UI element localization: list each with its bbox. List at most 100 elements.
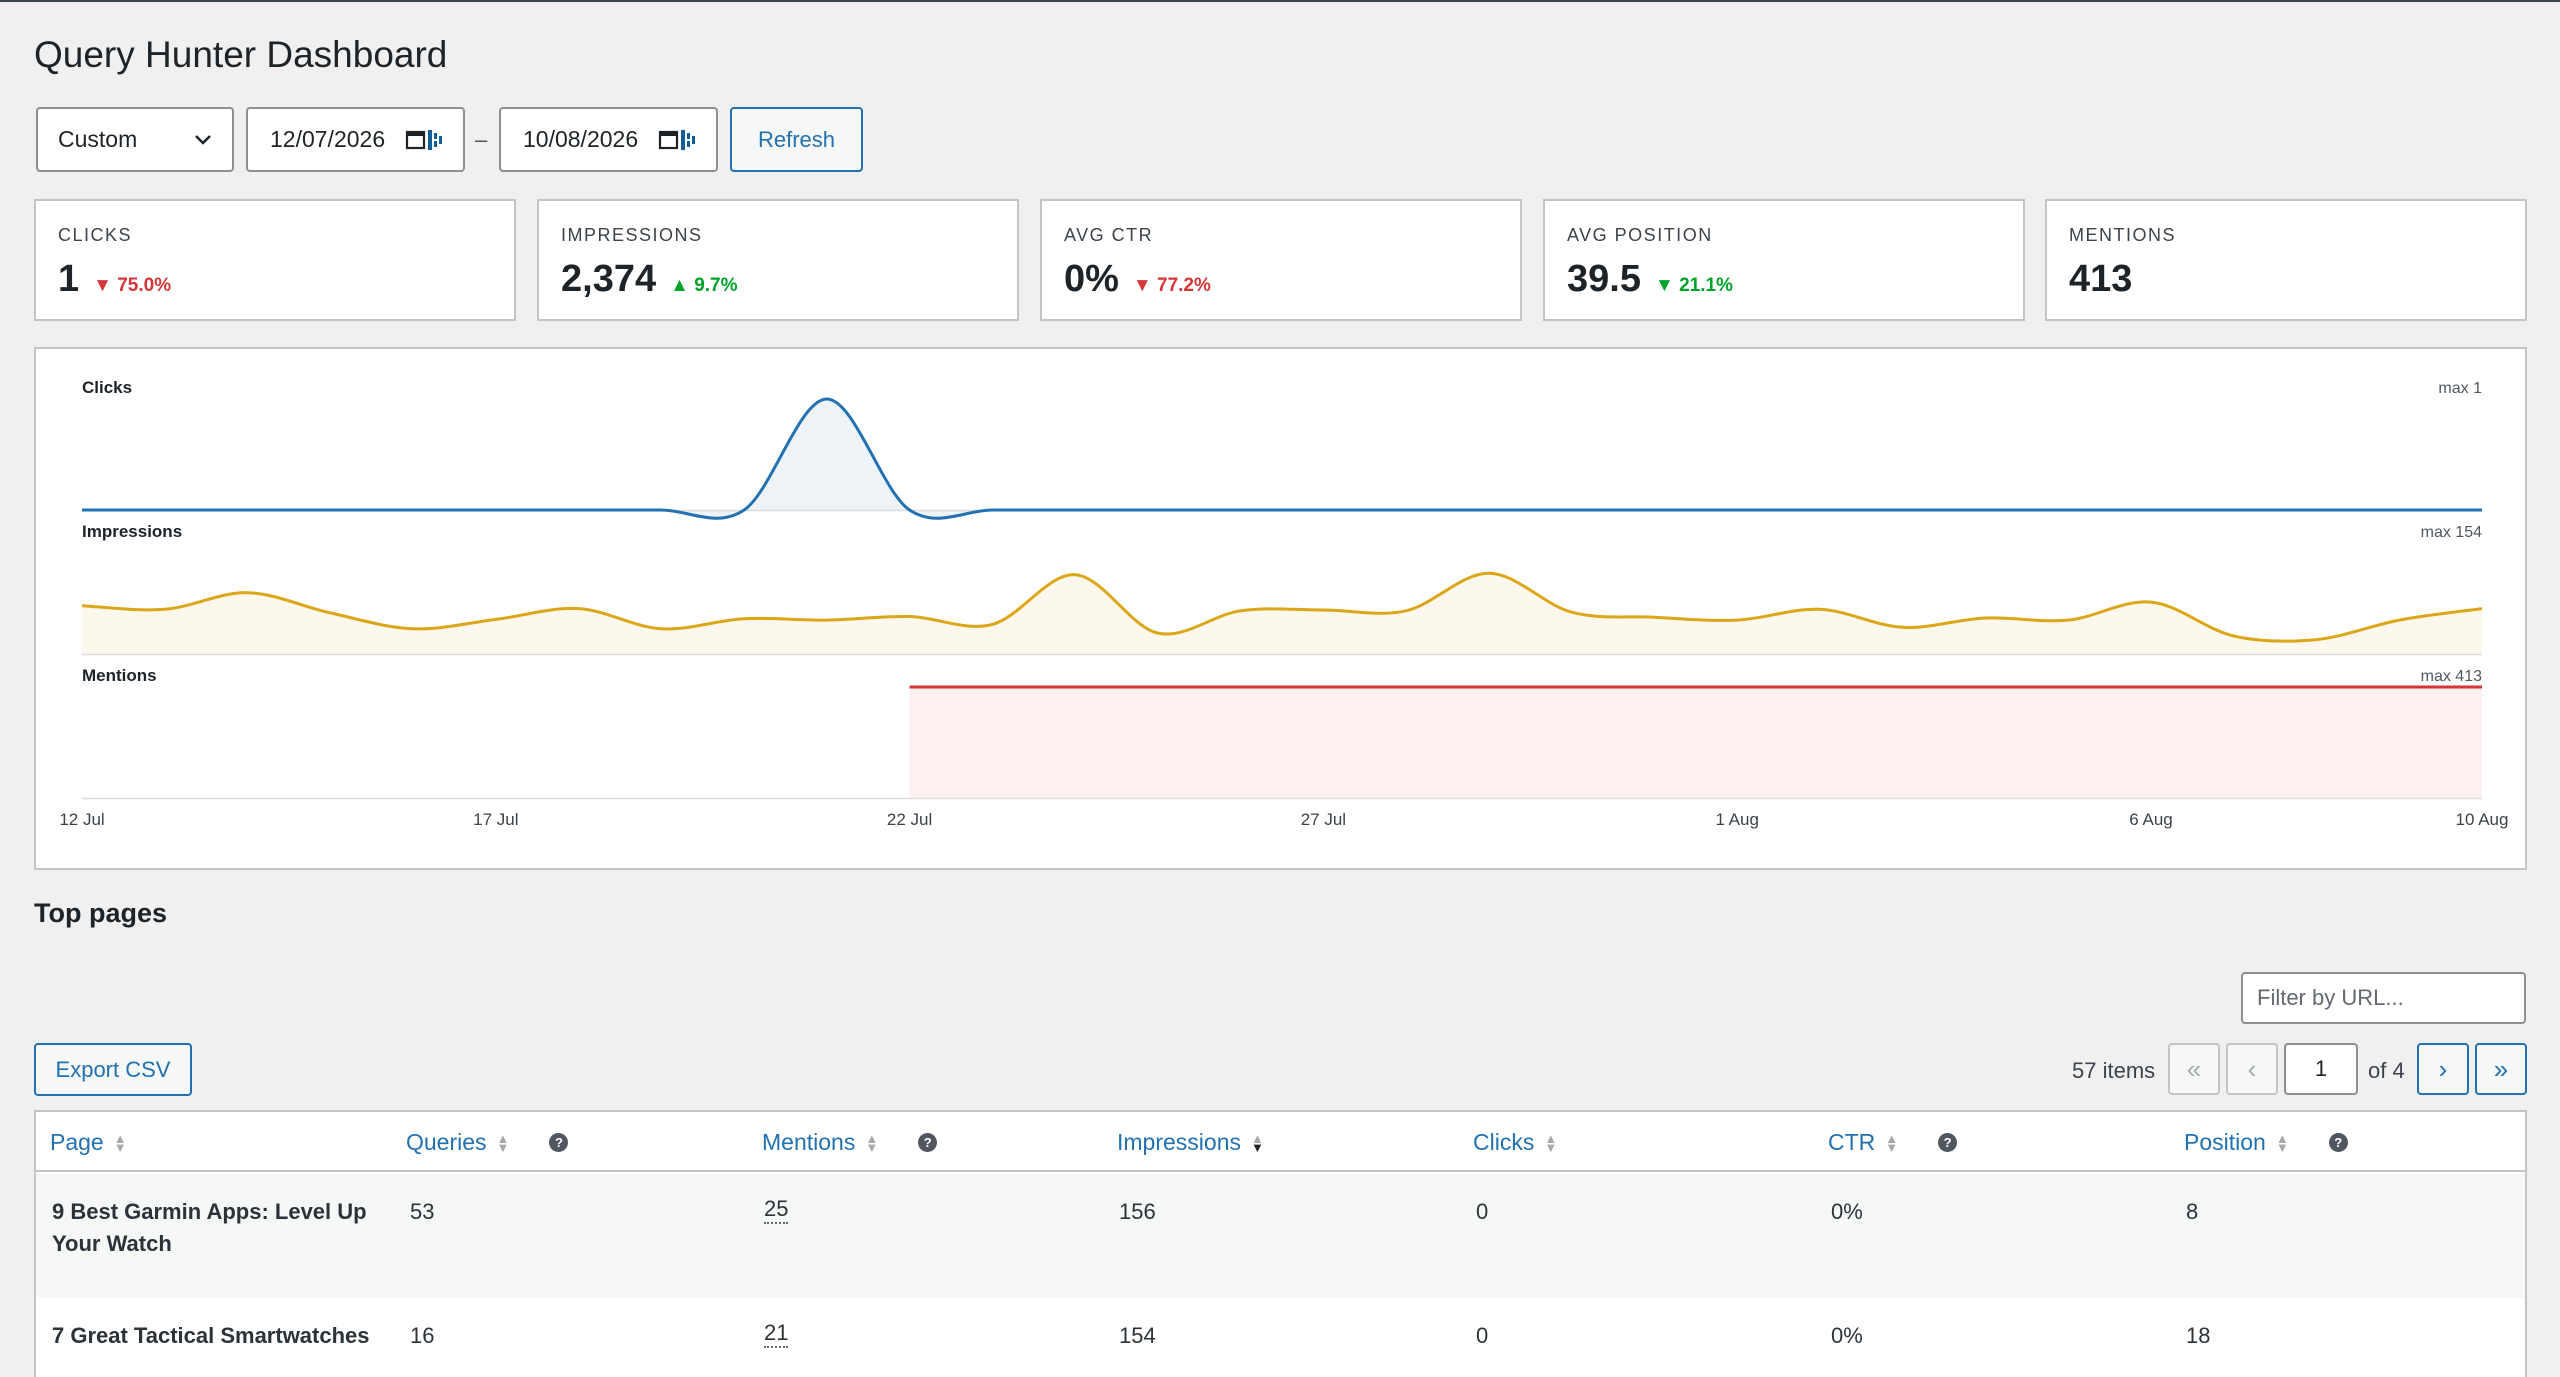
help-icon[interactable]: ? [549, 1133, 569, 1152]
data-point-impressions [741, 616, 747, 622]
column-header-mentions[interactable]: Mentions ▲ ▼ ? [762, 1129, 938, 1156]
data-point-clicks [741, 507, 747, 513]
data-point-mentions [907, 684, 913, 690]
arrow-down-icon: ▼ [1132, 275, 1152, 296]
calendar-icon[interactable] [405, 127, 445, 153]
data-point-impressions [1486, 570, 1492, 576]
top-pages-table: Page ▲ ▼ Queries ▲ ▼ ? Mentions ▲ ▼ ? Impre… [34, 1110, 2527, 1377]
position-cell: 8 [2186, 1199, 2199, 1224]
data-point-impressions [327, 610, 333, 616]
chart-panel-max-clicks: max 1 [2438, 380, 2482, 397]
start-date-input[interactable]: 12/07/2026 [246, 107, 465, 172]
stat-delta: ▲ 9.7% [670, 275, 738, 296]
data-point-clicks [989, 507, 995, 513]
data-point-clicks [658, 507, 664, 513]
data-point-clicks [1900, 507, 1906, 513]
column-header-clicks[interactable]: Clicks ▲ ▼ [1473, 1129, 1558, 1155]
data-point-clicks [824, 396, 830, 402]
data-point-impressions [907, 614, 913, 620]
column-header-impressions[interactable]: Impressions ▲ ▼ [1117, 1129, 1264, 1155]
arrow-down-icon: ▼ [1654, 275, 1674, 296]
x-tick-label: 10 Aug [2456, 810, 2509, 829]
column-header-ctr[interactable]: CTR ▲ ▼ ? [1828, 1129, 1958, 1156]
stat-label: IMPRESSIONS [561, 225, 703, 245]
table-row[interactable]: 9 Best Garmin Apps: Level Up Your Watch … [36, 1174, 2525, 1298]
data-point-impressions [824, 617, 830, 623]
first-page-button[interactable]: « [2168, 1043, 2220, 1095]
help-icon[interactable]: ? [1938, 1133, 1958, 1152]
stat-value: 2,374 [561, 258, 657, 300]
date-range-select[interactable]: Custom [36, 107, 234, 172]
data-point-mentions [1734, 684, 1740, 690]
sort-icon: ▲ ▼ [2275, 1130, 2289, 1155]
calendar-icon[interactable] [658, 127, 698, 153]
mentions-cell[interactable]: 25 [764, 1196, 789, 1224]
data-point-clicks [1734, 507, 1740, 513]
sort-icon: ▲ ▼ [113, 1130, 127, 1155]
stat-label: CLICKS [58, 225, 133, 245]
trend-chart: Clicks max 1 Impressions max 154 Mentions max… [34, 347, 2527, 870]
table-row[interactable]: 7 Great Tactical Smartwatches 16 21 154 … [36, 1298, 2525, 1377]
data-point-mentions [2314, 684, 2320, 690]
sort-desc-icon: ▲ ▼ [1250, 1130, 1264, 1155]
current-page-input[interactable] [2284, 1043, 2358, 1095]
data-point-impressions [245, 590, 251, 596]
data-point-mentions [1072, 684, 1078, 690]
data-point-impressions [658, 626, 664, 632]
stat-card-mentions: MENTIONS 413 [2045, 199, 2527, 321]
series-line-clicks [82, 397, 2482, 520]
data-point-clicks [493, 507, 499, 513]
data-point-mentions [989, 684, 995, 690]
data-point-clicks [1982, 507, 1988, 513]
last-page-button[interactable]: » [2475, 1043, 2527, 1095]
x-tick-label: 17 Jul [473, 810, 518, 829]
data-point-clicks [907, 507, 913, 513]
ctr-cell: 0% [1831, 1323, 1863, 1348]
help-icon[interactable]: ? [918, 1133, 938, 1152]
help-icon[interactable]: ? [2328, 1133, 2348, 1152]
data-point-clicks [2396, 507, 2402, 513]
start-date-value: 12/07/2026 [270, 126, 386, 152]
stat-card-impressions: IMPRESSIONS 2,374 ▲ 9.7% [537, 199, 1019, 321]
data-point-impressions [410, 626, 416, 632]
stat-value: 39.5 [1567, 258, 1641, 300]
stat-label: AVG POSITION [1567, 225, 1713, 245]
data-point-mentions [1238, 684, 1244, 690]
prev-page-button[interactable]: ‹ [2226, 1043, 2278, 1095]
data-point-clicks [2314, 507, 2320, 513]
stat-label: AVG CTR [1064, 225, 1154, 245]
data-point-clicks [162, 507, 168, 513]
data-point-impressions [2396, 617, 2402, 623]
data-point-impressions [1072, 572, 1078, 578]
page-title-cell[interactable]: 9 Best Garmin Apps: Level Up Your Watch [52, 1199, 367, 1256]
next-page-button[interactable]: › [2417, 1043, 2469, 1095]
refresh-button[interactable]: Refresh [730, 107, 863, 172]
data-point-impressions [2314, 637, 2320, 643]
data-point-clicks [1320, 507, 1326, 513]
data-point-mentions [1486, 684, 1492, 690]
export-csv-button[interactable]: Export CSV [34, 1043, 192, 1096]
impressions-cell: 154 [1119, 1323, 1156, 1348]
series-area-mentions [909, 687, 2482, 798]
page-title-cell[interactable]: 7 Great Tactical Smartwatches [52, 1323, 370, 1348]
stat-delta: ▼ 75.0% [93, 275, 172, 296]
column-header-page[interactable]: Page ▲ ▼ [50, 1129, 127, 1155]
queries-cell: 53 [410, 1199, 435, 1224]
date-range-value: Custom [58, 126, 138, 152]
impressions-cell: 156 [1119, 1199, 1156, 1224]
column-header-queries[interactable]: Queries ▲ ▼ ? [406, 1129, 569, 1156]
mentions-cell[interactable]: 21 [764, 1320, 789, 1348]
data-point-clicks [2148, 507, 2154, 513]
end-date-input[interactable]: 10/08/2026 [499, 107, 718, 172]
stat-value: 413 [2069, 258, 2133, 300]
data-point-impressions [1403, 608, 1409, 614]
x-tick-label: 1 Aug [1715, 810, 1759, 829]
stat-value: 1 [58, 258, 80, 300]
data-point-impressions [989, 621, 995, 627]
stat-card-clicks: CLICKS 1 ▼ 75.0% [34, 199, 516, 321]
filter-url-input[interactable] [2241, 972, 2526, 1024]
data-point-mentions [1155, 684, 1161, 690]
column-header-position[interactable]: Position ▲ ▼ ? [2184, 1129, 2348, 1156]
data-point-impressions [2065, 617, 2071, 623]
data-point-mentions [2065, 684, 2071, 690]
